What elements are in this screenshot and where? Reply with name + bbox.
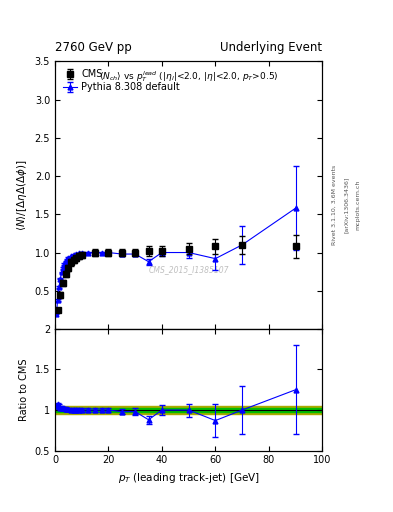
Text: CMS_2015_I1385107: CMS_2015_I1385107 [149,266,229,274]
Text: Rivet 3.1.10, 3.6M events: Rivet 3.1.10, 3.6M events [332,165,337,245]
Text: Underlying Event: Underlying Event [220,41,322,54]
Y-axis label: $\langle N\rangle/[\Delta\eta\Delta(\Delta\phi)]$: $\langle N\rangle/[\Delta\eta\Delta(\Del… [15,159,29,231]
Text: 2760 GeV pp: 2760 GeV pp [55,41,132,54]
Text: mcplots.cern.ch: mcplots.cern.ch [356,180,361,230]
Bar [55,409,322,412]
Y-axis label: Ratio to CMS: Ratio to CMS [19,358,29,421]
Legend: CMS, Pythia 8.308 default: CMS, Pythia 8.308 default [60,66,183,95]
Text: [arXiv:1306.3436]: [arXiv:1306.3436] [344,177,349,233]
Bar [55,406,322,414]
X-axis label: $p_T$ (leading track-jet) [GeV]: $p_T$ (leading track-jet) [GeV] [118,471,260,485]
Text: $\langle N_{ch}\rangle$ vs $p_T^{lead}$ ($|\eta_l|$<2.0, $|\eta|$<2.0, $p_T$>0.5: $\langle N_{ch}\rangle$ vs $p_T^{lead}$ … [99,70,278,84]
